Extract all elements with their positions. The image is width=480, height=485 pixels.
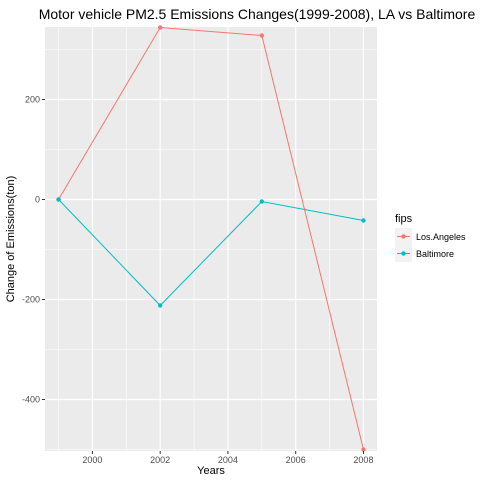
legend: fips Los.Angeles Baltimore bbox=[395, 213, 466, 262]
x-tick-label: 2002 bbox=[150, 455, 170, 465]
data-point bbox=[361, 447, 366, 452]
data-point bbox=[361, 218, 366, 223]
legend-label: Baltimore bbox=[416, 249, 454, 259]
y-tick-label: 200 bbox=[25, 95, 40, 105]
y-axis-label: Change of Emissions(ton) bbox=[5, 176, 17, 303]
series-line-baltimore bbox=[58, 199, 364, 307]
y-tick-label: -200 bbox=[22, 295, 40, 305]
legend-item: Baltimore bbox=[395, 245, 454, 262]
x-axis-label: Years bbox=[197, 465, 225, 477]
data-point bbox=[56, 197, 61, 202]
series-layer bbox=[56, 25, 366, 452]
grid-minor bbox=[45, 27, 377, 451]
y-tick-label: -400 bbox=[22, 395, 40, 405]
x-tick-label: 2006 bbox=[286, 455, 306, 465]
data-point bbox=[157, 303, 163, 308]
data-point bbox=[259, 33, 265, 38]
y-axis-ticks: -400 -200 0 200 bbox=[22, 95, 45, 405]
x-tick-label: 2000 bbox=[82, 455, 102, 465]
legend-key-point bbox=[401, 251, 406, 256]
plot-panel bbox=[45, 27, 377, 451]
chart-title: Motor vehicle PM2.5 Emissions Changes(19… bbox=[39, 6, 476, 22]
legend-item: Los.Angeles bbox=[395, 228, 466, 245]
series-line-los-angeles bbox=[58, 26, 364, 450]
legend-label: Los.Angeles bbox=[416, 232, 466, 242]
x-tick-label: 2004 bbox=[218, 455, 238, 465]
x-axis-ticks: 2000 2002 2004 2006 2008 bbox=[82, 451, 373, 465]
y-tick-label: 0 bbox=[35, 195, 40, 205]
legend-title: fips bbox=[395, 213, 413, 225]
data-point bbox=[157, 25, 163, 30]
x-tick-label: 2008 bbox=[353, 455, 373, 465]
grid-major bbox=[45, 27, 377, 451]
data-point bbox=[259, 199, 265, 204]
legend-key-point bbox=[401, 234, 406, 239]
